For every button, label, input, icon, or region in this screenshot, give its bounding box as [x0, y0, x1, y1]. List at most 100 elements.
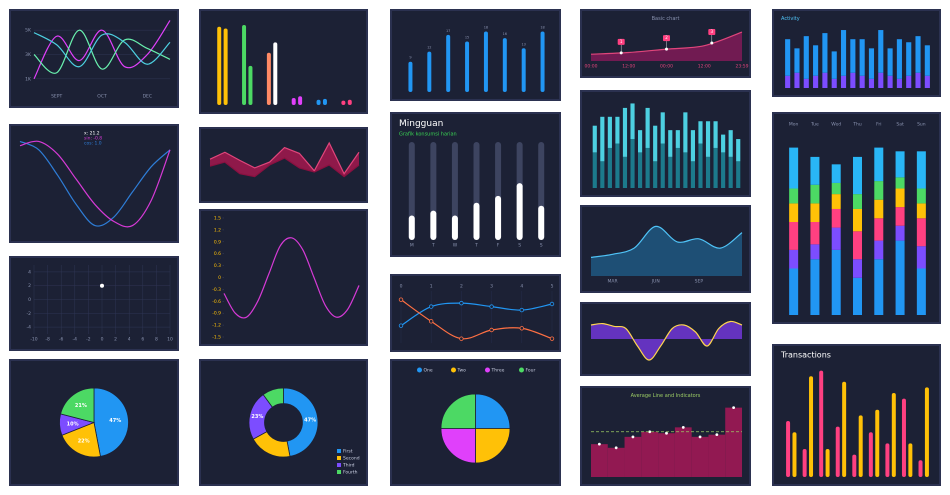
bar	[858, 415, 863, 477]
chart-subtitle: Grafik konsumsi harian	[399, 132, 457, 138]
panel	[772, 344, 941, 486]
bar-segment	[668, 156, 673, 188]
bar	[273, 42, 278, 105]
chart-title: Activity	[781, 16, 800, 22]
bar	[835, 426, 840, 477]
point	[698, 435, 702, 439]
bar	[658, 433, 675, 477]
bar-segment	[878, 30, 884, 73]
point	[681, 425, 685, 429]
tooltip-line: x: 21.2	[84, 131, 100, 137]
bar	[538, 205, 545, 240]
point	[398, 323, 404, 328]
bar	[802, 449, 807, 477]
bar-segment	[878, 72, 884, 88]
y-tick-label: 0.6	[214, 251, 221, 257]
x-tick-label: -8	[45, 337, 50, 343]
pie-slice	[60, 387, 95, 424]
y-tick-label: 0.3	[214, 263, 221, 269]
x-tick-label: DEC	[143, 94, 152, 100]
bar-segment	[803, 36, 809, 79]
bar	[809, 376, 814, 477]
panel	[199, 9, 368, 114]
bar	[901, 398, 906, 477]
bar-segment	[924, 45, 930, 76]
x-tick-label: 5	[551, 284, 554, 290]
panel	[199, 209, 368, 346]
bar-segment	[895, 177, 905, 189]
bar-segment	[736, 139, 741, 162]
point	[489, 327, 494, 333]
line	[19, 140, 171, 227]
bar-segment	[653, 125, 658, 162]
bar-segment	[895, 151, 905, 178]
bar	[607, 447, 625, 477]
legend-swatch	[451, 367, 456, 373]
bar	[465, 41, 470, 92]
bar-segment	[831, 249, 841, 315]
bar-segment	[810, 156, 820, 185]
bar-segment	[896, 78, 902, 88]
bar-segment	[810, 244, 820, 260]
pin-label: 3	[711, 29, 714, 34]
bar-segment	[915, 72, 921, 88]
bar-segment	[859, 39, 865, 76]
area	[591, 226, 742, 276]
bar	[908, 443, 913, 477]
y-tick-label: -0.9	[212, 311, 221, 317]
pin	[617, 38, 625, 45]
legend-label: Four	[526, 368, 536, 374]
legend-label: Third	[342, 463, 355, 469]
bar-segment	[789, 222, 799, 250]
bar-segment	[713, 121, 718, 148]
bar-segment	[721, 152, 726, 188]
bar-segment	[653, 161, 658, 188]
panel	[199, 359, 368, 486]
y-tick-label: -4	[27, 325, 32, 331]
bar-segment	[895, 240, 905, 315]
bar-segment	[906, 75, 912, 88]
bar-segment	[822, 33, 828, 73]
bar	[347, 99, 352, 105]
bar	[316, 99, 321, 105]
bar-segment	[810, 259, 820, 315]
bar-segment	[850, 39, 856, 73]
bar-segment	[794, 48, 800, 73]
legend-label: Second	[343, 456, 360, 462]
x-tick-label: T	[431, 243, 435, 249]
bar-segment	[736, 161, 741, 188]
value-label: 47%	[304, 417, 316, 423]
bar-segment	[630, 103, 635, 140]
value-label: 21%	[75, 403, 87, 409]
x-tick-label: M	[410, 243, 414, 249]
pie-slice	[440, 393, 476, 429]
bar-segment	[916, 203, 926, 219]
x-tick-label: S	[540, 243, 543, 249]
y-tick-label: 0	[218, 275, 221, 281]
bar-segment	[853, 156, 862, 195]
bar-segment	[645, 147, 650, 188]
bar-segment	[690, 130, 696, 162]
bar	[446, 34, 451, 92]
bar-segment	[868, 48, 875, 79]
bar-segment	[822, 72, 828, 88]
bar-segment	[794, 72, 800, 88]
pin-label: 2	[665, 35, 668, 40]
track	[408, 142, 415, 240]
point	[597, 442, 601, 446]
point	[459, 300, 464, 306]
bar-segment	[675, 130, 680, 148]
x-tick-label: T	[474, 243, 478, 249]
x-tick-label: 4	[520, 284, 523, 290]
chart-title: Average Line and Indicators	[631, 393, 701, 399]
bar	[451, 215, 458, 240]
x-tick-label: Fri	[876, 122, 881, 128]
value-label: 18	[484, 25, 488, 29]
bar	[408, 215, 415, 240]
bar-segment	[906, 42, 912, 76]
bar-segment	[874, 240, 884, 260]
bar	[483, 31, 488, 93]
bar-segment	[895, 188, 905, 208]
point	[715, 433, 719, 437]
bar	[852, 454, 857, 477]
